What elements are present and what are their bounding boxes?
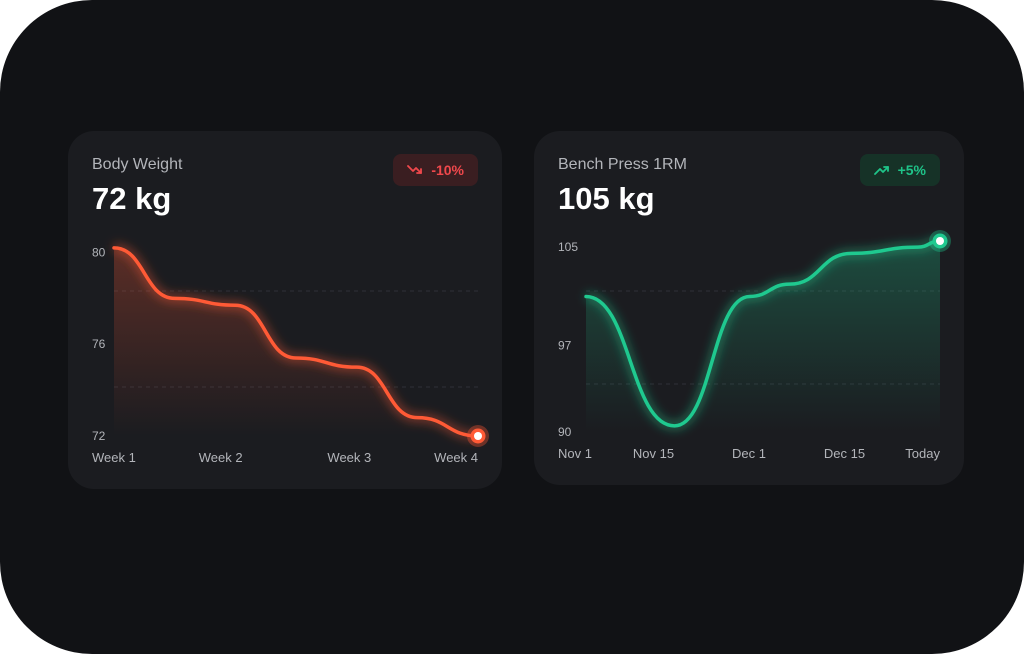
bench-ytick-label: 105 xyxy=(558,240,578,254)
bench-press-card[interactable]: Bench Press 1RM 105 kg +5% 105 97 90 Nov 1 N… xyxy=(534,131,964,485)
bench-endpoint-dot xyxy=(936,237,944,245)
bench-xtick-label: Nov 1 xyxy=(558,446,592,461)
body-weight-value: 72 kg xyxy=(92,181,172,216)
weight-ytick-label: 80 xyxy=(92,245,106,259)
trending-up-icon xyxy=(873,164,890,176)
weight-ytick-label: 72 xyxy=(92,429,106,443)
bench-ytick-label: 90 xyxy=(558,425,572,439)
weight-series-line xyxy=(112,246,480,438)
body-weight-chart: 80 76 72 Week 1 Week 2 Week 3 Week 4 xyxy=(92,243,489,465)
bench-xtick-label: Nov 15 xyxy=(633,446,674,461)
bench-xtick-label: Today xyxy=(905,446,940,461)
bench-press-title: Bench Press 1RM xyxy=(558,156,687,173)
weight-xtick-label: Week 1 xyxy=(92,450,136,465)
body-weight-title: Body Weight xyxy=(92,156,183,173)
bench-press-change-text: +5% xyxy=(897,162,926,178)
bench-press-change-badge: +5% xyxy=(859,154,940,186)
body-weight-card[interactable]: Body Weight 72 kg -10% 80 76 72 Week 1 Week … xyxy=(68,131,502,489)
weight-ytick-label: 76 xyxy=(92,337,106,351)
bench-xtick-label: Dec 1 xyxy=(732,446,766,461)
trending-down-icon xyxy=(407,164,423,176)
bench-xtick-label: Dec 15 xyxy=(824,446,865,461)
weight-xtick-label: Week 2 xyxy=(199,450,243,465)
bench-ytick-label: 97 xyxy=(558,339,572,353)
weight-endpoint-dot xyxy=(474,432,482,440)
bench-press-chart: 105 97 90 Nov 1 Nov 15 Dec 1 Dec 15 Today xyxy=(558,230,951,461)
weight-xtick-label: Week 3 xyxy=(327,450,371,465)
weight-area-fill xyxy=(114,247,478,436)
bench-area-fill xyxy=(586,241,940,432)
body-weight-change-badge: -10% xyxy=(393,154,478,186)
body-weight-change-text: -10% xyxy=(431,162,464,178)
bench-press-value: 105 kg xyxy=(558,181,655,216)
bench-series-line xyxy=(584,239,942,428)
weight-xtick-label: Week 4 xyxy=(434,450,478,465)
